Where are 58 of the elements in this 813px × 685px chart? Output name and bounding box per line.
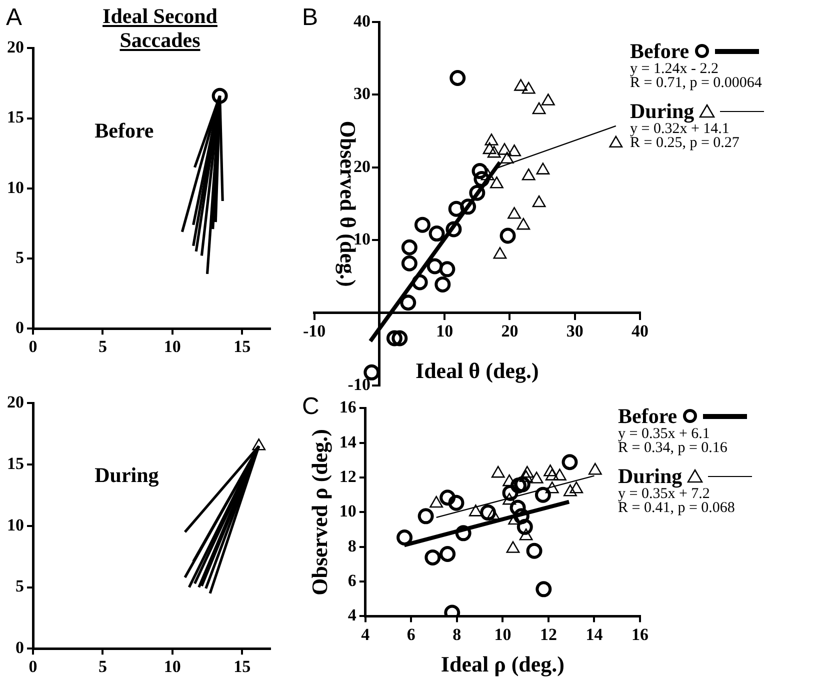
x-tick-label: 10 (164, 657, 181, 676)
y-tick-label: 40 (353, 11, 370, 30)
annotation: R = 0.41, p = 0.068 (618, 500, 736, 516)
chart-subtitle: B (302, 4, 318, 32)
y-tick-label: 10 (7, 515, 24, 534)
y-tick-label: 20 (7, 392, 24, 412)
y-tick-label: 0 (16, 638, 24, 657)
x-axis-title: Ideal θ (deg.) (416, 358, 539, 384)
x-tick-label: 6 (406, 624, 416, 644)
y-tick-label: 5 (16, 248, 24, 267)
x-tick-label: 10 (494, 624, 512, 644)
y-tick-label: 14 (339, 432, 357, 452)
legend-label: During (618, 464, 682, 488)
y-tick-label: 15 (7, 108, 24, 127)
x-tick-label: 15 (234, 657, 251, 676)
legend-label: During (630, 99, 694, 123)
x-tick-label: 12 (540, 624, 557, 644)
x-tick-label: 15 (234, 337, 251, 356)
annotation: y = 0.35x + 6.1 (618, 426, 711, 442)
x-tick-label: 10 (164, 337, 181, 356)
x-tick-label: 5 (98, 337, 107, 356)
annotation: During (94, 463, 160, 488)
y-tick-label: 5 (16, 576, 24, 596)
x-axis-title: Ideal ρ (deg.) (440, 651, 565, 676)
x-tick-label: 8 (452, 624, 462, 644)
y-tick-label: 10 (339, 502, 356, 521)
x-tick-label: 0 (28, 657, 38, 676)
x-tick-label: 5 (98, 657, 107, 676)
y-axis-title: Observed ρ (deg.) (306, 429, 332, 596)
annotation: y = 1.24x - 2.2 (630, 61, 720, 77)
annotation: R = 0.25, p = 0.27 (630, 135, 740, 151)
y-tick-label: 15 (7, 454, 24, 473)
annotation: R = 0.34, p = 0.16 (618, 440, 728, 456)
x-tick-label: 10 (436, 321, 454, 340)
chart-title: Ideal Second Saccades (102, 4, 218, 52)
y-tick-label: 16 (339, 398, 356, 417)
x-tick-label: -10 (302, 321, 326, 340)
x-tick-label: 30 (566, 321, 584, 340)
y-tick-label: 10 (7, 178, 24, 197)
y-tick-label: 20 (7, 38, 24, 57)
x-tick-label: 0 (28, 337, 38, 356)
y-tick-label: 4 (348, 606, 357, 625)
x-tick-label: 14 (586, 624, 604, 644)
annotation: Before (94, 118, 154, 143)
chart-subtitle: A (6, 4, 22, 32)
y-tick-label: 6 (348, 570, 356, 590)
x-tick-label: 40 (632, 321, 648, 340)
chart-subtitle: C (302, 393, 320, 421)
annotation: R = 0.71, p = 0.00064 (630, 75, 763, 91)
y-tick-label: -10 (348, 374, 370, 394)
y-tick-label: 20 (353, 156, 370, 176)
y-tick-label: 30 (353, 84, 370, 104)
legend-label: Before (630, 39, 690, 63)
x-tick-label: 20 (501, 321, 518, 340)
legend-label: Before (618, 404, 678, 428)
y-tick-label: 8 (348, 536, 356, 556)
x-tick-label: 16 (632, 624, 648, 644)
y-tick-label: 12 (339, 466, 356, 486)
